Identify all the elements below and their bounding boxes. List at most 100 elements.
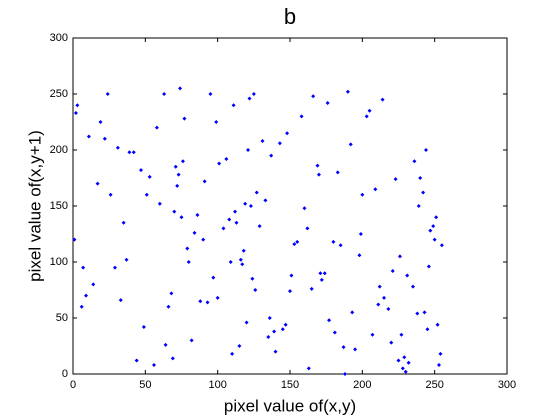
point <box>302 206 307 211</box>
point <box>144 192 149 197</box>
point <box>244 320 249 325</box>
point <box>172 209 177 214</box>
point <box>81 265 86 270</box>
point <box>338 243 343 248</box>
point <box>98 120 103 124</box>
point <box>319 277 324 282</box>
point <box>267 316 272 320</box>
point <box>380 97 385 102</box>
point <box>292 242 297 247</box>
point <box>95 181 100 186</box>
point <box>423 148 428 152</box>
chart-title: b <box>284 4 296 29</box>
x-tick-label: 300 <box>498 379 516 391</box>
point <box>211 275 216 280</box>
point <box>248 204 253 208</box>
point <box>400 366 405 371</box>
point <box>186 260 191 264</box>
point <box>405 273 410 278</box>
point <box>162 92 167 96</box>
point <box>406 360 411 365</box>
point <box>185 246 190 251</box>
point <box>251 92 256 96</box>
point <box>192 230 197 235</box>
point <box>202 179 207 184</box>
point <box>254 190 259 195</box>
point <box>410 284 415 289</box>
x-tick-label: 250 <box>425 379 443 391</box>
point <box>416 204 421 208</box>
point <box>273 349 278 354</box>
point <box>305 226 310 231</box>
plot-frame <box>72 37 508 375</box>
point <box>390 268 395 273</box>
point <box>377 284 382 289</box>
point <box>231 103 236 108</box>
point <box>253 288 258 292</box>
point <box>157 201 162 206</box>
point <box>118 298 123 303</box>
point <box>402 355 407 360</box>
point <box>331 239 336 244</box>
point <box>178 86 183 91</box>
y-tick-label: 0 <box>62 368 68 380</box>
point <box>175 183 180 188</box>
point <box>299 114 304 119</box>
point <box>228 260 233 264</box>
point <box>439 243 444 248</box>
point <box>241 248 246 253</box>
point <box>422 310 427 315</box>
y-tick-label: 100 <box>50 256 68 268</box>
point <box>170 356 175 361</box>
point <box>412 159 417 164</box>
point <box>316 172 321 177</box>
point <box>437 363 442 368</box>
point <box>247 96 252 101</box>
point <box>288 289 292 294</box>
point <box>399 332 404 337</box>
point <box>115 145 120 150</box>
y-tick-label: 50 <box>56 312 68 324</box>
point <box>163 342 168 347</box>
point <box>272 329 277 334</box>
point <box>217 161 222 166</box>
point <box>141 324 146 329</box>
point <box>176 172 181 177</box>
point <box>348 142 353 147</box>
point <box>269 153 274 158</box>
point <box>367 108 372 113</box>
point <box>318 271 323 276</box>
point <box>224 156 229 161</box>
point <box>221 226 226 231</box>
point <box>198 299 203 304</box>
point <box>435 322 440 327</box>
point <box>238 257 243 262</box>
point <box>250 276 255 281</box>
point <box>432 237 437 242</box>
point <box>322 271 327 276</box>
point <box>79 304 84 309</box>
point <box>373 187 378 192</box>
point <box>350 310 355 315</box>
point <box>152 363 157 368</box>
point <box>124 257 129 262</box>
point <box>393 177 398 182</box>
point <box>215 295 220 300</box>
point <box>325 100 330 105</box>
point <box>169 291 174 296</box>
point <box>425 327 430 332</box>
point <box>75 103 80 108</box>
point <box>257 224 262 229</box>
y-tick-label: 150 <box>50 200 68 212</box>
x-tick-label: 0 <box>70 379 76 391</box>
point <box>403 369 408 374</box>
point <box>138 168 143 173</box>
point <box>342 372 347 376</box>
point <box>397 254 402 259</box>
point <box>431 224 436 229</box>
point <box>208 92 213 96</box>
point <box>205 300 210 305</box>
point <box>426 264 431 269</box>
point <box>370 332 375 337</box>
point <box>428 228 433 233</box>
